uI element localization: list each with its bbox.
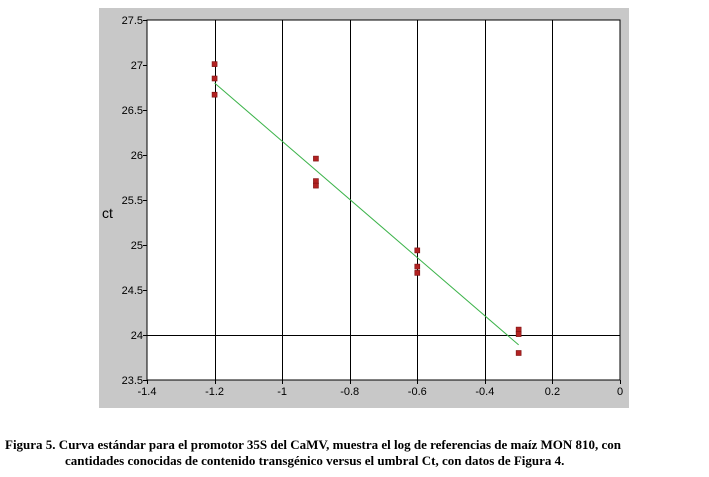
trendline bbox=[214, 82, 519, 346]
y-tick-label: 25.5 bbox=[122, 195, 143, 207]
data-points bbox=[211, 61, 522, 356]
y-tick-label: 26 bbox=[131, 150, 143, 162]
x-tick-label: -0.4 bbox=[475, 386, 494, 398]
data-point bbox=[313, 182, 319, 189]
data-point bbox=[211, 61, 218, 67]
data-point bbox=[414, 263, 421, 270]
plot-area bbox=[146, 19, 621, 381]
y-tick-label: 26.5 bbox=[122, 105, 143, 117]
chart-panel: -1.4 -1.2 -1 -0.8 -0.6 -0.4 0.2 0 23.5 24 24.5 25 25… bbox=[99, 8, 629, 408]
x-tick-label: 0 bbox=[617, 386, 623, 398]
axis-ticks: -1.4 -1.2 -1 -0.8 -0.6 -0.4 0.2 0 23.5 24 24.5 25 25… bbox=[122, 15, 623, 398]
x-tick-label: -0.6 bbox=[408, 386, 427, 398]
y-tick-label: 25 bbox=[131, 240, 143, 252]
y-tick-label: 24 bbox=[131, 330, 143, 342]
data-point bbox=[414, 247, 421, 254]
x-tick-label: 0.2 bbox=[545, 386, 560, 398]
caption-line-2: cantidades conocidas de contenido transg… bbox=[65, 453, 565, 468]
x-tick-label: -1.2 bbox=[205, 386, 224, 398]
x-tick-label: -1 bbox=[277, 386, 287, 398]
caption-line-1: Figura 5. Curva estándar para el promoto… bbox=[5, 437, 621, 452]
y-axis-title: ct bbox=[102, 205, 113, 221]
data-point bbox=[515, 350, 522, 356]
trendline-layer bbox=[214, 82, 519, 346]
data-point bbox=[515, 331, 522, 337]
data-point bbox=[414, 270, 421, 276]
data-point bbox=[211, 91, 218, 98]
grid-lines bbox=[147, 20, 620, 380]
y-tick-label: 24.5 bbox=[122, 285, 143, 297]
data-point bbox=[313, 155, 319, 162]
x-tick-label: -0.8 bbox=[340, 386, 359, 398]
y-tick-label: 27.5 bbox=[122, 15, 143, 27]
x-tick-label: -1.4 bbox=[138, 386, 157, 398]
scatter-chart: -1.4 -1.2 -1 -0.8 -0.6 -0.4 0.2 0 23.5 24 24.5 25 25… bbox=[102, 15, 623, 398]
data-point bbox=[211, 75, 218, 82]
y-tick-label: 23.5 bbox=[122, 375, 143, 387]
y-tick-label: 27 bbox=[131, 60, 143, 72]
